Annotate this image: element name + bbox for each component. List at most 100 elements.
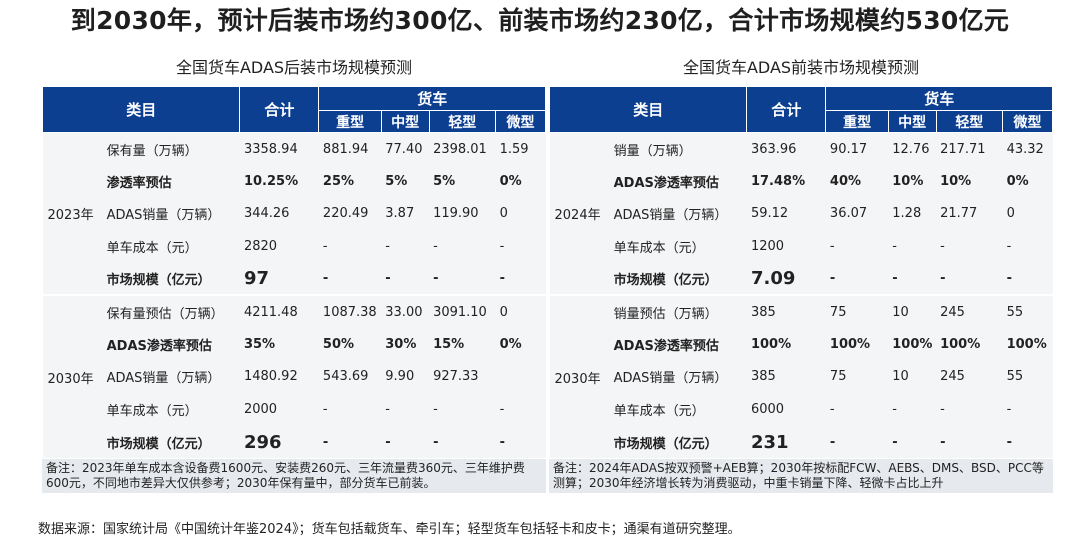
value-cell: - bbox=[429, 393, 496, 426]
year-label: 2030年 bbox=[42, 294, 99, 459]
header-light: 轻型 bbox=[935, 110, 1004, 133]
row-item-label: 销量（万辆） bbox=[605, 132, 747, 166]
data-source-note: 数据来源：国家统计局《中国统计年鉴2024》；货车包括载货车、牵引车；轻型货车包… bbox=[38, 522, 741, 537]
header-truck: 货车 bbox=[318, 86, 546, 111]
value-cell: 1087.38 bbox=[318, 294, 382, 329]
header-micro: 微型 bbox=[495, 110, 546, 133]
value-cell: - bbox=[495, 425, 546, 459]
value-cell: 245 bbox=[936, 294, 1003, 329]
value-cell: 927.33 bbox=[429, 360, 496, 394]
value-cell: - bbox=[429, 262, 496, 296]
value-cell: 1.28 bbox=[888, 197, 937, 231]
header-truck: 货车 bbox=[825, 86, 1053, 111]
table-row: ADAS销量（万辆） 385 75 10 245 55 bbox=[550, 360, 1053, 394]
table-row: 单车成本（元） 2820- - - - bbox=[43, 230, 546, 263]
header-category: 类目 bbox=[41, 86, 241, 133]
total-cell: 385 bbox=[746, 294, 826, 329]
value-cell: 10 bbox=[888, 294, 937, 329]
value-cell: 0% bbox=[1002, 165, 1053, 198]
value-cell: 0 bbox=[495, 197, 546, 231]
value-cell bbox=[495, 360, 546, 394]
value-cell: 12.76 bbox=[888, 132, 937, 166]
value-cell: - bbox=[1002, 262, 1053, 296]
value-cell: 10% bbox=[888, 165, 937, 198]
table-row: 渗透率预估 10.25% 25% 5% 5% 0% bbox=[43, 165, 546, 198]
value-cell: 220.49 bbox=[318, 197, 382, 231]
total-cell: 385 bbox=[746, 360, 826, 394]
value-cell: 43.32 bbox=[1002, 132, 1053, 166]
value-cell: - bbox=[429, 230, 496, 263]
value-cell: 10 bbox=[888, 360, 937, 394]
row-item-label: ADAS销量（万辆） bbox=[605, 360, 747, 394]
row-item-label: ADAS销量（万辆） bbox=[605, 197, 747, 231]
value-cell: 15% bbox=[429, 328, 496, 361]
table-row: 单车成本（元） 1200- - - - bbox=[550, 230, 1053, 263]
value-cell: 9.90 bbox=[381, 360, 430, 394]
value-cell: - bbox=[936, 230, 1003, 263]
table-row: ADAS渗透率预估 35% 50% 30% 15% 0% bbox=[43, 328, 546, 361]
row-item-label: 市场规模（亿元） bbox=[605, 262, 747, 296]
row-item-label: ADAS销量（万辆） bbox=[98, 197, 240, 231]
value-cell: 3091.10 bbox=[429, 294, 496, 329]
value-cell: 50% bbox=[318, 328, 382, 361]
value-cell: 10% bbox=[936, 165, 1003, 198]
row-item-label: ADAS渗透率预估 bbox=[605, 165, 747, 198]
total-cell: 1480.92 bbox=[239, 360, 319, 394]
header-medium: 中型 bbox=[380, 110, 430, 133]
total-cell: 2820 bbox=[239, 230, 319, 263]
row-item-label: ADAS销量（万辆） bbox=[98, 360, 240, 394]
value-cell: - bbox=[495, 230, 546, 263]
oem-table-title: 全国货车ADAS前装市场规模预测 bbox=[682, 58, 920, 77]
value-cell: - bbox=[825, 262, 889, 296]
table-row: 2023年 保有量（万辆） 3358.94 881.94 77.40 2398.01 1.5… bbox=[42, 132, 546, 296]
table-row: 单车成本（元） 2000- - - - bbox=[43, 393, 546, 426]
value-cell: 100% bbox=[888, 328, 937, 361]
value-cell: - bbox=[888, 262, 937, 296]
total-cell: 1200 bbox=[746, 230, 826, 263]
total-cell: 296 bbox=[239, 425, 319, 459]
row-item-label: 单车成本（元） bbox=[98, 393, 240, 426]
value-cell: 40% bbox=[825, 165, 889, 198]
value-cell: 30% bbox=[381, 328, 430, 361]
value-cell: 543.69 bbox=[318, 360, 382, 394]
aftermarket-table: 类目 合计 货车 重型 中型 轻型 微型 2023年 保有量（万辆） 3358.94… bbox=[41, 86, 546, 459]
row-item-label: 保有量（万辆） bbox=[98, 132, 240, 166]
value-cell: 90.17 bbox=[825, 132, 889, 166]
value-cell: - bbox=[1002, 393, 1053, 426]
table-row: ADAS销量（万辆） 1480.92 543.69 9.90 927.33 bbox=[43, 360, 546, 394]
value-cell: - bbox=[936, 393, 1003, 426]
total-cell: 17.48% bbox=[746, 165, 826, 198]
oem-table: 类目 合计 货车 重型 中型 轻型 微型 2024年 销量（万辆） 363.96 90… bbox=[548, 86, 1053, 459]
total-cell: 6000 bbox=[746, 393, 826, 426]
value-cell: 21.77 bbox=[936, 197, 1003, 231]
page-headline: 到2030年，预计后装市场约300亿、前装市场约230亿，合计市场规模约530亿… bbox=[70, 6, 1010, 35]
value-cell: 55 bbox=[1002, 360, 1053, 394]
total-cell: 59.12 bbox=[746, 197, 826, 231]
value-cell: 2398.01 bbox=[429, 132, 496, 166]
aftermarket-table-title: 全国货车ADAS后装市场规模预测 bbox=[175, 58, 413, 77]
value-cell: 0% bbox=[495, 328, 546, 361]
total-cell: 7.09 bbox=[746, 262, 826, 296]
value-cell: 1.59 bbox=[495, 132, 546, 166]
table-row: ADAS渗透率预估 17.48% 40% 10% 10% 0% bbox=[550, 165, 1053, 198]
row-item-label: 市场规模（亿元） bbox=[605, 425, 747, 459]
total-cell: 35% bbox=[239, 328, 319, 361]
value-cell: - bbox=[381, 393, 430, 426]
value-cell: 5% bbox=[429, 165, 496, 198]
year-label: 2030年 bbox=[549, 294, 606, 459]
header-total: 合计 bbox=[239, 86, 320, 133]
table-row: 市场规模（亿元） 231- - - - bbox=[550, 425, 1053, 459]
value-cell: 217.71 bbox=[936, 132, 1003, 166]
value-cell: - bbox=[1002, 425, 1053, 459]
header-heavy: 重型 bbox=[318, 110, 382, 133]
table-row: ADAS渗透率预估 100% 100% 100% 100% 100% bbox=[550, 328, 1053, 361]
table-row: 市场规模（亿元） 7.09- - - - bbox=[550, 262, 1053, 296]
table-row: 2030年 销量预估（万辆） 385 75 10 245 55 bbox=[549, 294, 1053, 459]
table-row: 2030年 保有量预估（万辆） 4211.48 1087.38 33.00 3091.10… bbox=[42, 294, 546, 459]
value-cell: - bbox=[936, 262, 1003, 296]
header-medium: 中型 bbox=[887, 110, 937, 133]
value-cell: - bbox=[495, 262, 546, 296]
table-row: 市场规模（亿元） 296- - - - bbox=[43, 425, 546, 459]
oem-panel: 全国货车ADAS前装市场规模预测 类目 合计 货车 重型 中型 轻型 微型 20… bbox=[548, 50, 1053, 494]
value-cell: 881.94 bbox=[318, 132, 382, 166]
